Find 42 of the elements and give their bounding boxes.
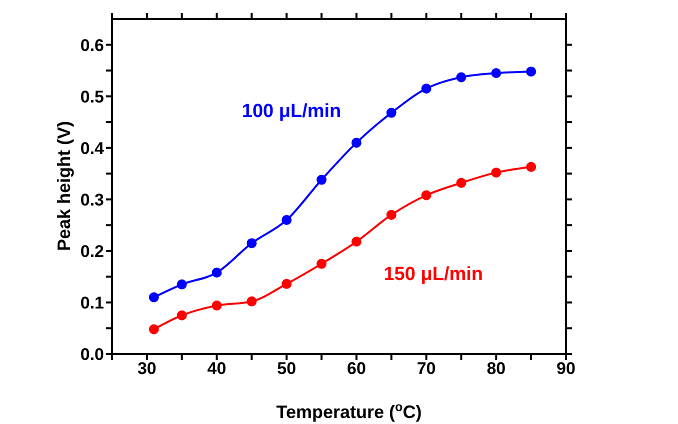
point bbox=[176, 310, 187, 320]
point bbox=[526, 162, 536, 172]
x-tick-label: 90 bbox=[556, 359, 576, 378]
x-tick-label: 40 bbox=[207, 359, 226, 378]
point bbox=[176, 279, 187, 290]
x-tick-label: 80 bbox=[486, 359, 506, 378]
point bbox=[456, 72, 466, 82]
series-label: 100 μL/min bbox=[242, 100, 342, 122]
point bbox=[491, 168, 502, 178]
point bbox=[148, 324, 159, 334]
point bbox=[316, 174, 327, 185]
x-tick-label: 30 bbox=[137, 359, 156, 378]
point bbox=[282, 278, 292, 289]
x-tick-label: 70 bbox=[416, 359, 436, 378]
point bbox=[421, 84, 432, 94]
y-tick-label: 0.1 bbox=[80, 293, 104, 312]
point bbox=[316, 258, 327, 269]
point bbox=[212, 300, 222, 311]
y-tick-label: 0.2 bbox=[80, 242, 104, 261]
point bbox=[456, 178, 466, 188]
x-tick-label: 50 bbox=[277, 359, 296, 378]
point bbox=[351, 138, 362, 148]
y-tick-label: 0.5 bbox=[80, 87, 104, 106]
point bbox=[282, 215, 292, 225]
point bbox=[212, 268, 222, 278]
y-tick-label: 0.0 bbox=[80, 345, 104, 364]
series-label: 150 μL/min bbox=[384, 264, 484, 285]
y-tick-label: 0.3 bbox=[80, 190, 104, 210]
point bbox=[526, 66, 536, 77]
point bbox=[386, 108, 396, 118]
y-axis-title: Peak height (V) bbox=[54, 120, 74, 252]
point bbox=[386, 210, 396, 220]
x-tick-label: 60 bbox=[347, 359, 366, 378]
point bbox=[351, 236, 362, 247]
point bbox=[421, 190, 432, 200]
x-axis-title: Temperature ($^{o}$C) bbox=[276, 400, 422, 422]
point bbox=[491, 68, 502, 78]
point bbox=[246, 238, 257, 248]
y-tick-label: 0.4 bbox=[80, 138, 105, 158]
y-tick-label: 0.6 bbox=[80, 36, 104, 55]
point bbox=[246, 296, 257, 306]
point bbox=[148, 292, 159, 302]
